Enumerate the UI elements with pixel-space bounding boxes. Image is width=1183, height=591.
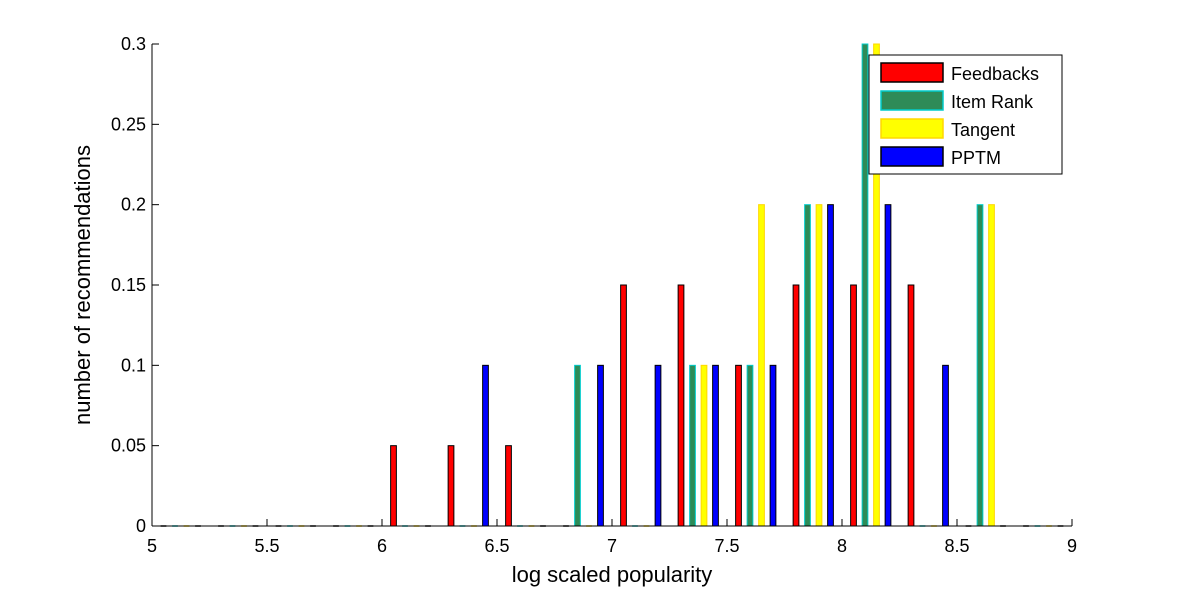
legend-label-pptm: PPTM (951, 148, 1001, 168)
bar-item-rank (976, 204, 984, 527)
y-tick-label: 0.05 (111, 436, 146, 456)
legend-label-item-rank: Item Rank (951, 92, 1034, 112)
legend-swatch-item-rank (880, 90, 944, 111)
x-tick-label: 7.5 (714, 536, 739, 556)
legend-label-tangent: Tangent (951, 120, 1015, 140)
bar-pptm (884, 204, 892, 527)
legend-swatch-tangent (880, 118, 944, 139)
x-tick-label: 6 (377, 536, 387, 556)
bar-feedbacks (390, 445, 397, 527)
y-tick-label: 0.25 (111, 114, 146, 134)
bar-pptm (482, 364, 489, 527)
x-tick-label: 8.5 (944, 536, 969, 556)
x-tick-label: 8 (837, 536, 847, 556)
bar-feedbacks (735, 364, 742, 527)
bar-pptm (654, 364, 662, 527)
legend-swatch-pptm (880, 146, 944, 167)
y-axis-label: number of recommendations (70, 145, 95, 425)
axes: 5 5.5 6 6.5 7 7.5 8 8.5 9 0 0.05 0.1 0.15 0.2 0.25 0.3 (111, 34, 1077, 556)
bar-tangent (815, 204, 823, 527)
x-tick-label: 7 (607, 536, 617, 556)
bar-pptm (942, 364, 949, 527)
x-tick-label: 9 (1067, 536, 1077, 556)
y-tick-label: 0.1 (121, 355, 146, 375)
bar-feedbacks (907, 284, 915, 527)
bar-item-rank (746, 364, 754, 527)
x-tick-label: 6.5 (484, 536, 509, 556)
x-tick-label: 5.5 (254, 536, 279, 556)
y-tick-label: 0.3 (121, 34, 146, 54)
y-tick-label: 0.2 (121, 195, 146, 215)
bar-feedbacks (505, 445, 512, 527)
bar-item-rank (804, 204, 811, 527)
bar-item-rank (689, 364, 696, 527)
bar-tangent (700, 364, 708, 527)
bar-tangent (988, 204, 995, 527)
bar-pptm (769, 364, 777, 527)
x-axis-label: log scaled popularity (512, 562, 713, 587)
bar-feedbacks (792, 284, 800, 527)
bar-tangent (758, 204, 765, 527)
y-tick-label: 0.15 (111, 275, 146, 295)
bar-item-rank (861, 43, 869, 527)
bar-pptm (597, 364, 604, 527)
legend: Feedbacks Item Rank Tangent PPTM (868, 54, 1063, 175)
legend-label-feedbacks: Feedbacks (951, 64, 1039, 84)
bar-pptm (712, 364, 719, 527)
bar-item-rank (574, 364, 581, 527)
bar-feedbacks (447, 445, 455, 527)
bar-feedbacks (677, 284, 685, 527)
bar-pptm (827, 204, 834, 527)
y-tick-label: 0 (136, 516, 146, 536)
bar-feedbacks (850, 284, 857, 527)
plot-area (160, 43, 1064, 527)
bar-feedbacks (620, 284, 627, 527)
x-tick-label: 5 (147, 536, 157, 556)
legend-swatch-feedbacks (880, 62, 944, 83)
